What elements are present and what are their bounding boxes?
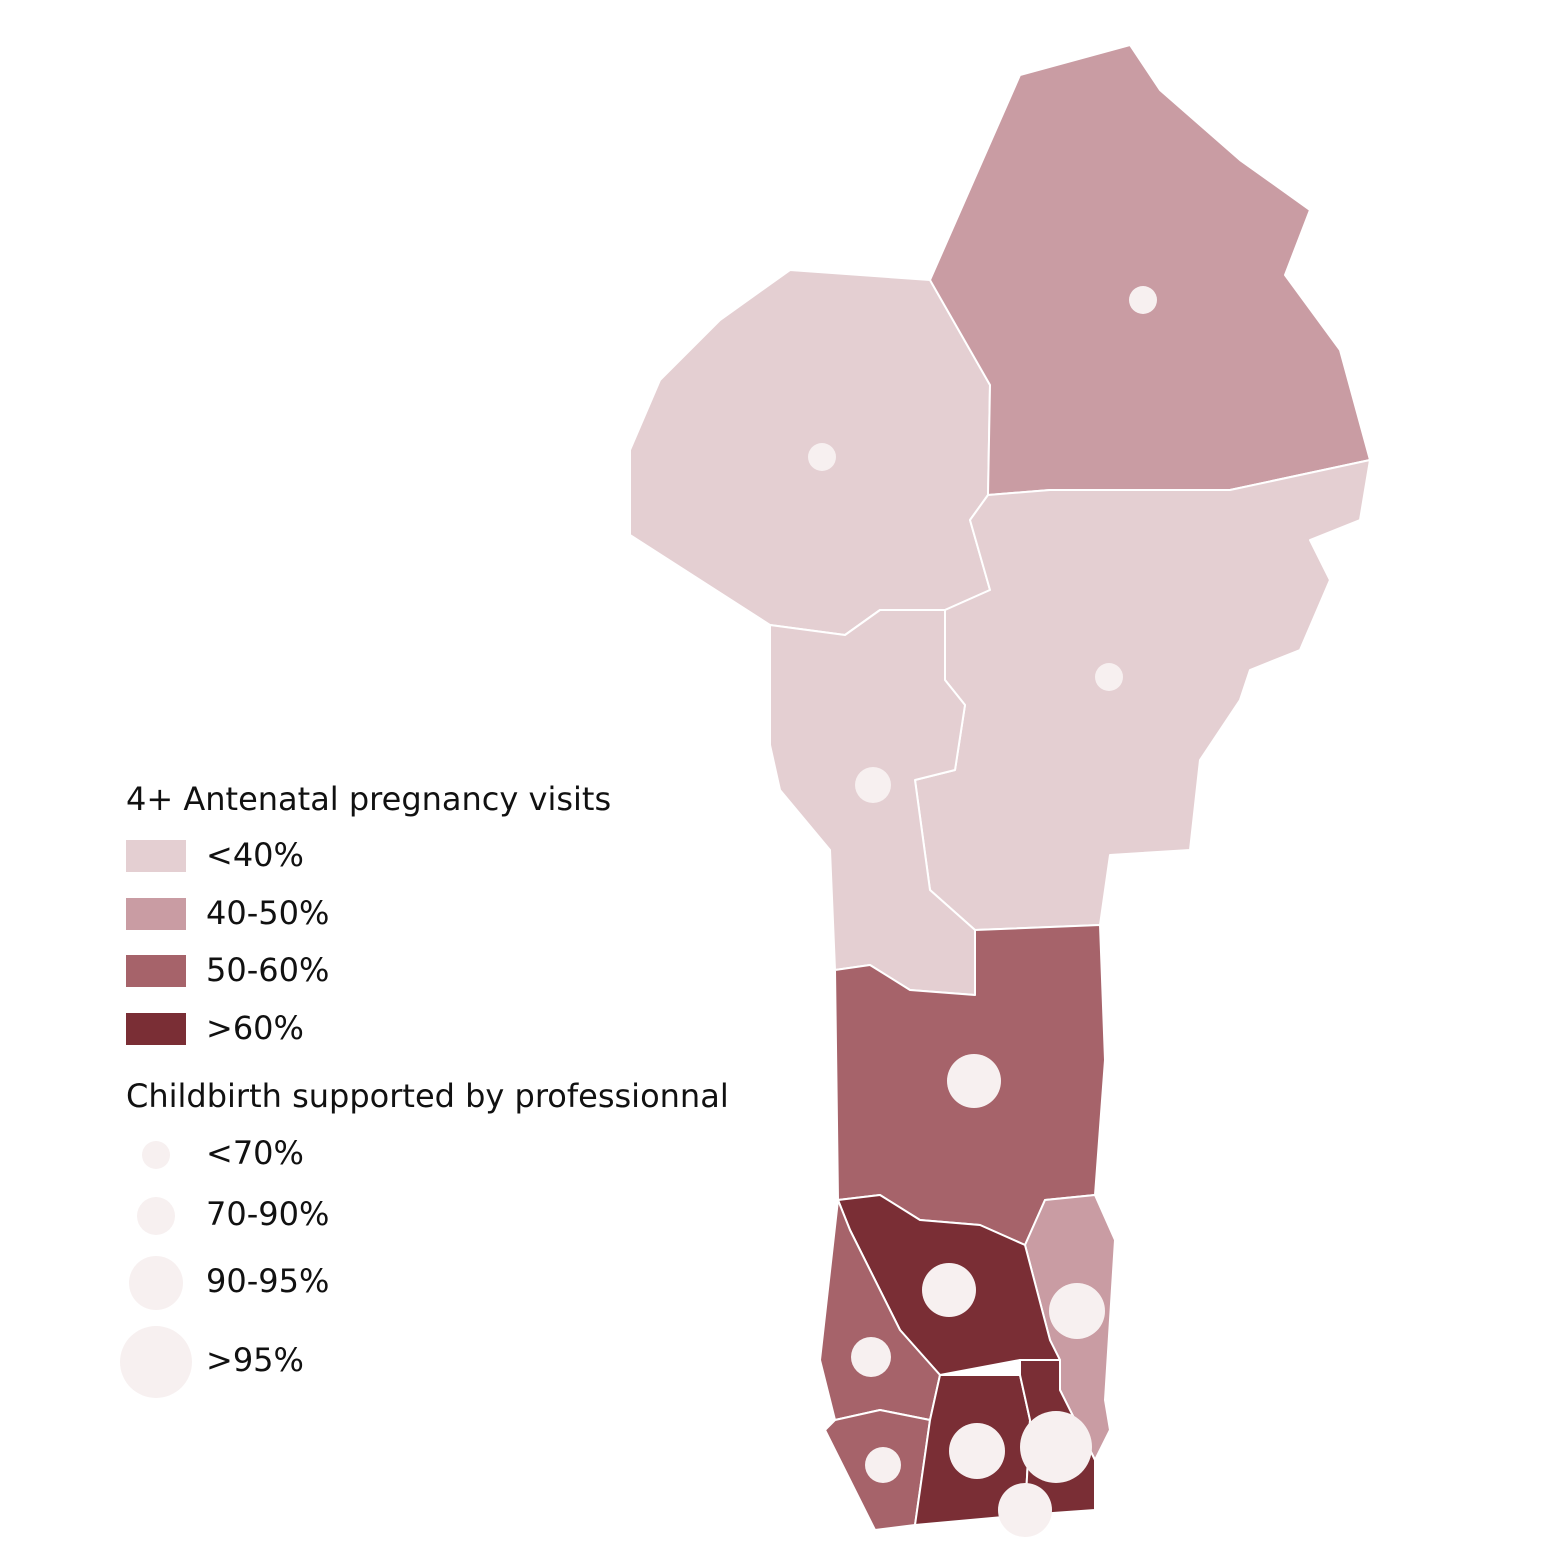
legend-swatch — [126, 898, 186, 930]
legend-label: >60% — [206, 1009, 304, 1047]
dots — [808, 286, 1157, 1537]
legend-label: <40% — [206, 836, 304, 874]
dot — [1020, 1411, 1092, 1483]
region — [914, 459, 1371, 931]
dot — [865, 1447, 901, 1483]
dot — [851, 1337, 891, 1377]
legend-label: 50-60% — [206, 951, 329, 989]
legend: 4+ Antenatal pregnancy visits <40% 40-50… — [120, 780, 729, 1398]
legend-label: 90-95% — [206, 1262, 329, 1300]
legend-dot — [120, 1326, 192, 1398]
dot — [947, 1054, 1001, 1108]
legend-label: 70-90% — [206, 1195, 329, 1233]
dot — [1049, 1283, 1105, 1339]
legend-dot — [142, 1141, 170, 1169]
legend-title: Childbirth supported by professionnal — [126, 1077, 729, 1115]
legend-dot — [137, 1197, 175, 1235]
dot — [855, 767, 891, 803]
legend-title: 4+ Antenatal pregnancy visits — [126, 780, 611, 818]
dot — [1095, 663, 1123, 691]
legend-dot — [129, 1256, 183, 1310]
legend-swatch — [126, 955, 186, 987]
regions — [629, 44, 1371, 1531]
dot — [808, 443, 836, 471]
dot — [998, 1483, 1052, 1537]
region — [929, 44, 1371, 496]
dot — [1129, 286, 1157, 314]
legend-label: 40-50% — [206, 894, 329, 932]
dot — [949, 1423, 1005, 1479]
legend-swatch — [126, 840, 186, 872]
legend-label: <70% — [206, 1134, 304, 1172]
legend-swatch — [126, 1013, 186, 1045]
legend-label: >95% — [206, 1341, 304, 1379]
dot — [922, 1263, 976, 1317]
